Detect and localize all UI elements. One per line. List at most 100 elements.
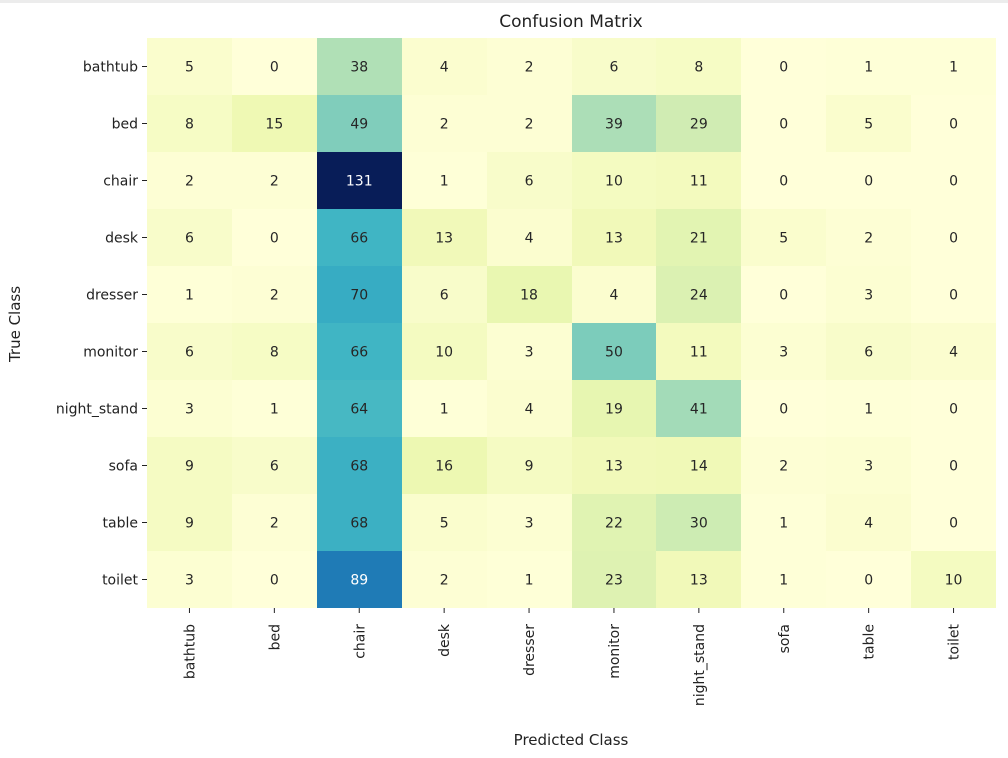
heatmap-cell [317,266,402,323]
heatmap-cell [487,209,572,266]
cell-value-label: 1 [779,573,788,589]
heatmap-cell [826,323,911,380]
cell-value-label: 6 [440,288,449,304]
cell-value-label: 0 [270,573,279,589]
top-border [0,0,1008,3]
heatmap-cell [147,323,232,380]
cell-value-label: 4 [525,402,534,418]
heatmap-cell [826,380,911,437]
cell-value-label: 8 [270,345,279,361]
cell-value-label: 4 [864,516,873,532]
cell-value-label: 11 [690,345,708,361]
cell-value-label: 49 [350,117,368,133]
cell-value-label: 1 [185,288,194,304]
cell-value-label: 0 [779,117,788,133]
heatmap-cell [317,152,402,209]
heatmap-cell [656,266,741,323]
heatmap-cell [402,551,487,608]
x-tick-label: table [862,624,878,659]
heatmap-cell [317,551,402,608]
cell-value-label: 1 [779,516,788,532]
heatmap-cell [232,266,317,323]
heatmap-cell [402,209,487,266]
cell-value-label: 2 [185,174,194,190]
heatmap-cell [402,38,487,95]
cell-value-label: 30 [690,516,708,532]
cell-value-label: 0 [864,174,873,190]
cell-value-label: 1 [949,60,958,76]
heatmap-cell [232,323,317,380]
cell-value-label: 6 [185,345,194,361]
heatmap-cells: 5 0 38 4 2 6 8 0 1 18 15 49 2 2 39 29 0 5 02 2 131 1 6 10 11 0 0 06… [147,38,996,608]
heatmap-cell [487,323,572,380]
heatmap-cell [911,38,996,95]
cell-value-label: 11 [690,174,708,190]
heatmap-cell [487,380,572,437]
cell-value-label: 2 [779,459,788,475]
x-tick-label: bed [267,624,283,650]
cell-value-label: 2 [525,60,534,76]
heatmap-cell [826,266,911,323]
cell-value-label: 2 [270,288,279,304]
heatmap-cell [911,437,996,494]
cell-value-label: 3 [185,573,194,589]
cell-value-label: 24 [690,288,708,304]
y-tick-label: sofa [109,459,138,475]
heatmap-cell [741,152,826,209]
cell-value-label: 0 [270,231,279,247]
y-tick-label: night_stand [56,402,138,418]
cell-value-label: 5 [185,60,194,76]
cell-value-label: 0 [779,60,788,76]
cell-value-label: 1 [864,402,873,418]
cell-value-label: 0 [949,459,958,475]
heatmap-cell [826,95,911,152]
cell-value-label: 1 [864,60,873,76]
y-tick-label: table [103,516,138,532]
cell-value-label: 15 [265,117,283,133]
cell-value-label: 19 [605,402,623,418]
heatmap-cell [232,209,317,266]
cell-value-label: 0 [949,402,958,418]
cell-value-label: 0 [779,402,788,418]
heatmap-cell [147,437,232,494]
heatmap-cell [147,494,232,551]
cell-value-label: 2 [864,231,873,247]
heatmap-cell [317,209,402,266]
heatmap-cell [487,95,572,152]
y-tick-label: dresser [86,288,138,304]
heatmap-cell [656,551,741,608]
cell-value-label: 3 [864,288,873,304]
x-tick-label: bathtub [182,624,198,679]
heatmap-cell [487,38,572,95]
heatmap-cell [741,494,826,551]
heatmap-cell [487,266,572,323]
cell-value-label: 66 [350,231,368,247]
heatmap-cell [741,437,826,494]
cell-value-label: 0 [779,174,788,190]
heatmap-cell [232,95,317,152]
heatmap-cell [232,152,317,209]
y-tick-label: monitor [83,345,138,361]
cell-value-label: 4 [440,60,449,76]
cell-value-label: 8 [694,60,703,76]
heatmap-cell [232,380,317,437]
cell-value-label: 21 [690,231,708,247]
cell-value-label: 13 [605,459,623,475]
heatmap-cell [826,494,911,551]
heatmap-cell [147,38,232,95]
cell-value-label: 0 [864,573,873,589]
heatmap-cell [911,95,996,152]
heatmap-cell [572,437,656,494]
heatmap-cell [572,323,656,380]
heatmap-cell [147,95,232,152]
heatmap-cell [911,323,996,380]
cell-value-label: 1 [440,402,449,418]
cell-value-label: 2 [440,573,449,589]
heatmap-cell [741,323,826,380]
heatmap-cell [656,95,741,152]
cell-value-label: 3 [779,345,788,361]
cell-value-label: 5 [779,231,788,247]
y-tick-label: bathtub [83,60,138,76]
heatmap-cell [147,152,232,209]
